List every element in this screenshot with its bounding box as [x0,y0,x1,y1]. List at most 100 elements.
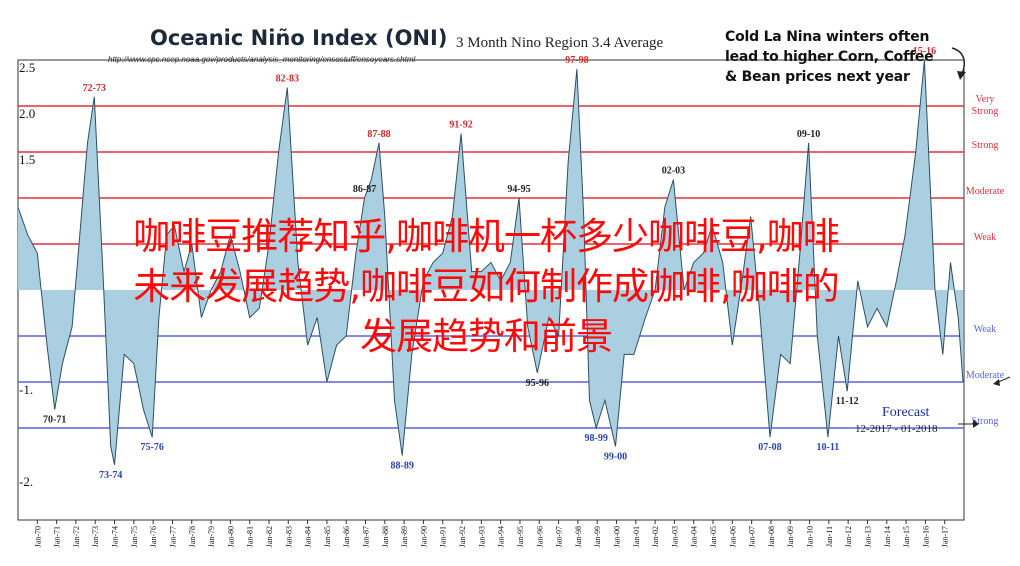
x-tick-label: Jan-12 [844,526,853,547]
band-label: Very [976,94,995,105]
event-label: 02-03 [662,166,685,177]
event-label: 95-96 [526,378,549,389]
x-tick-label: Jan-89 [400,526,409,547]
x-tick-label: Jan-98 [574,526,583,547]
x-tick-label: Jan-77 [168,526,177,547]
y-tick-label: 2.0 [19,106,35,121]
band-label: Strong [972,140,999,151]
x-tick-label: Jan-81 [246,526,255,547]
x-tick-label: Jan-06 [728,526,737,547]
x-tick-label: Jan-86 [342,526,351,547]
x-tick-label: Jan-14 [883,526,892,547]
chart-subtitle: 3 Month Nino Region 3.4 Average [456,35,664,51]
x-tick-label: Jan-87 [362,526,371,547]
x-tick-label: Jan-88 [381,526,390,547]
x-tick-label: Jan-70 [33,526,42,547]
x-tick-label: Jan-97 [555,526,564,547]
x-tick-label: Jan-08 [767,526,776,547]
overlay-caption: 咖啡豆推荐知乎,咖啡机一杯多少咖啡豆,咖啡 未来发展趋势,咖啡豆如何制作成咖啡,… [0,212,972,362]
event-label: 73-74 [99,470,122,481]
callout-line: lead to higher Corn, Coffee [725,49,934,65]
x-tick-label: Jan-93 [477,526,486,547]
event-label: 91-92 [449,120,472,131]
event-label: 11-12 [836,396,859,407]
x-tick-label: Jan-16 [921,526,930,547]
x-tick-label: Jan-82 [265,526,274,547]
series-line [17,59,964,465]
x-tick-label: Jan-72 [72,526,81,547]
x-tick-label: Jan-85 [323,526,332,547]
y-tick-label: 1.5 [19,152,35,167]
x-tick-label: Jan-02 [651,526,660,547]
overlay-line: 咖啡豆推荐知乎,咖啡机一杯多少咖啡豆,咖啡 [133,215,840,258]
x-tick-label: Jan-17 [941,526,950,547]
series-area [18,60,963,465]
x-tick-label: Jan-83 [284,526,293,547]
x-tick-label: Jan-13 [863,526,872,547]
callout-text: Cold La Nina winters often lead to highe… [725,27,934,87]
event-label: 72-73 [83,83,106,94]
y-tick-label: -1. [19,382,33,397]
band-label: Moderate [966,186,1005,197]
forecast-arrows [951,47,1011,428]
band-label: Strong [972,106,999,117]
event-label: 98-99 [585,433,608,444]
x-tick-label: Jan-94 [497,526,506,547]
event-label: 75-76 [141,442,164,453]
band-label: Strong [972,416,999,427]
event-label: 99-00 [604,451,627,462]
x-tick-label: Jan-04 [690,526,699,547]
event-label: 15-16 [913,46,936,57]
overlay-line: 未来发展趋势,咖啡豆如何制作成咖啡,咖啡的 [133,265,840,308]
x-tick-label: Jan-75 [130,526,139,547]
callout-line: & Bean prices next year [725,69,910,85]
band-label: Moderate [966,370,1005,381]
event-label: 88-89 [391,461,414,472]
axis-layer: 2.5 2.0 1.5 -1. -2. Jan-70 Jan-71 Jan-72 Jan-73 J… [19,60,950,547]
x-tick-label: Jan-05 [709,526,718,547]
x-tick-label: Jan-71 [53,526,62,547]
event-label: 87-88 [367,129,390,140]
callout-line: Cold La Nina winters often [725,29,930,45]
event-label: 82-83 [276,74,299,85]
x-tick-label: Jan-00 [612,526,621,547]
overlay-line: 发展趋势和前景 [360,315,613,358]
x-tick-label: Jan-99 [593,526,602,547]
x-tick-label: Jan-01 [632,526,641,547]
x-tick-label: Jan-74 [111,526,120,547]
x-tick-label: Jan-84 [304,526,313,547]
labels-layer: 72-73 82-83 87-88 91-92 97-98 15-16 86-87 94-95… [43,46,936,481]
x-tick-label: Jan-03 [670,526,679,547]
x-tick-label: Jan-92 [458,526,467,547]
x-tick-label: Jan-11 [825,526,834,547]
band-label: Weak [974,232,997,243]
x-tick-label: Jan-10 [806,526,815,547]
x-tick-label: Jan-90 [419,526,428,547]
area-layer [17,59,964,465]
event-label: 97-98 [565,55,588,66]
x-tick-label: Jan-79 [207,526,216,547]
y-tick-label: 2.5 [19,60,35,75]
x-tick-label: Jan-96 [535,526,544,547]
band-label: Weak [974,324,997,335]
source-url: http://www.cpc.ncep.noaa.gov/products/an… [108,55,416,64]
x-tick-label: Jan-73 [91,526,100,547]
event-label: 94-95 [507,184,530,195]
event-label: 70-71 [43,415,66,426]
x-tick-label: Jan-95 [516,526,525,547]
event-label: 09-10 [797,129,820,140]
event-label: 10-11 [817,442,840,453]
x-tick-label: Jan-91 [439,526,448,547]
event-label: 86-87 [353,184,376,195]
y-tick-label: -2. [19,474,33,489]
x-tick-label: Jan-09 [786,526,795,547]
x-tick-label: Jan-15 [902,526,911,547]
x-tick-label: Jan-76 [149,526,158,547]
x-tick-label: Jan-78 [188,526,197,547]
forecast-label: Forecast [882,405,930,420]
event-label: 07-08 [758,442,781,453]
x-tick-label: Jan-07 [748,526,757,547]
x-tick-label: Jan-80 [226,526,235,547]
